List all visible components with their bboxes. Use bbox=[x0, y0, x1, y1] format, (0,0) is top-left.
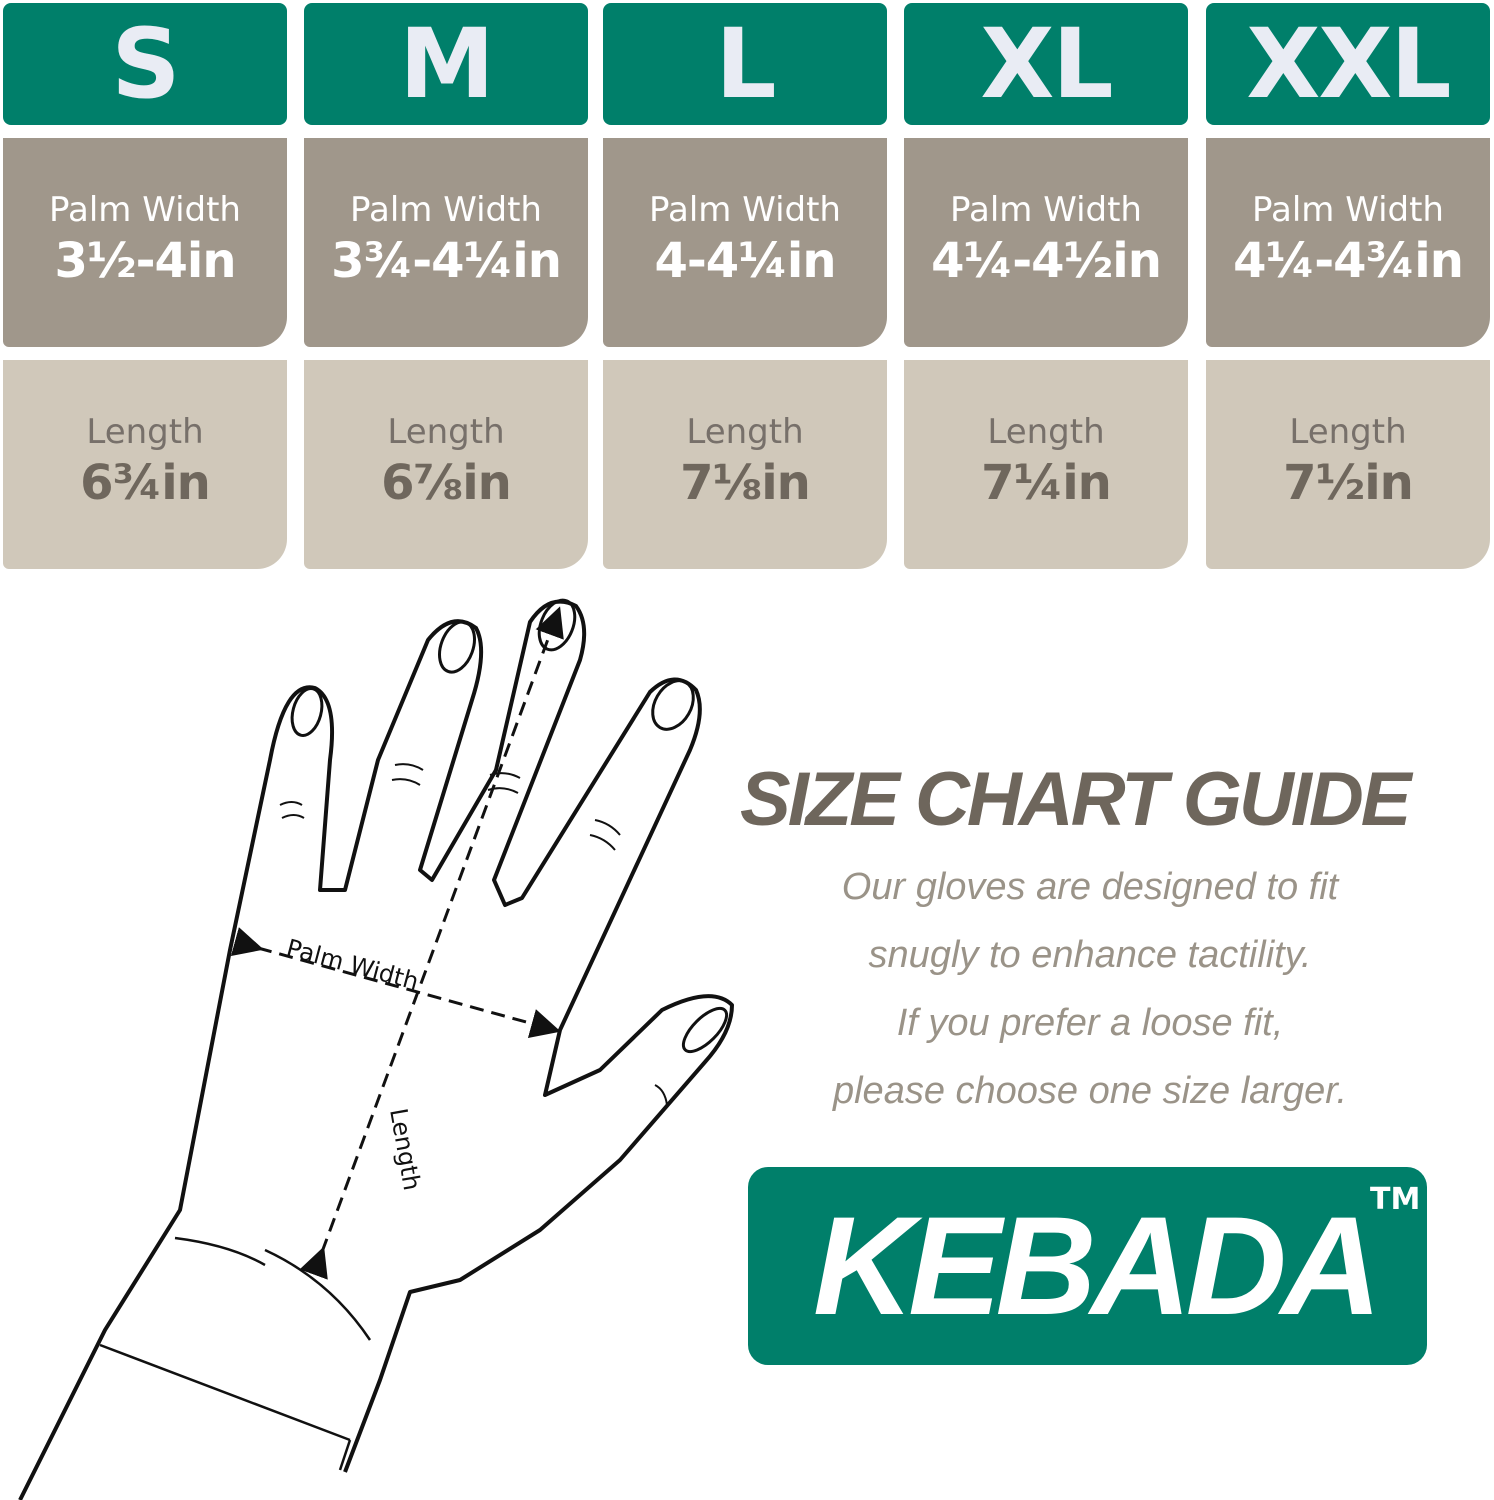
palm-width-label: Palm Width bbox=[283, 934, 421, 996]
guide-line-4: please choose one size larger. bbox=[832, 1070, 1348, 1112]
brand-logo: KEBADA TM bbox=[748, 1167, 1427, 1365]
size-header: L bbox=[603, 3, 887, 125]
size-header: XXL bbox=[1206, 3, 1490, 125]
length-cell: Length 7⅛in bbox=[603, 360, 887, 569]
palm-width-value: 4¼-4¾in bbox=[1233, 233, 1464, 289]
guide-title: SIZE CHART GUIDE bbox=[740, 757, 1411, 842]
length-cell: Length 7¼in bbox=[904, 360, 1188, 569]
length-value: 6¾in bbox=[80, 455, 211, 511]
length-label: Length bbox=[384, 1106, 426, 1192]
palm-width-label: Palm Width bbox=[649, 190, 841, 230]
guide-line-3: If you prefer a loose fit, bbox=[896, 1002, 1284, 1044]
length-label: Length bbox=[387, 412, 505, 452]
palm-width-value: 3¾-4¼in bbox=[331, 233, 562, 289]
length-label: Length bbox=[686, 412, 804, 452]
palm-width-label: Palm Width bbox=[1252, 190, 1444, 230]
size-column-m: M Palm Width 3¾-4¼in Length 6⅞in bbox=[304, 3, 588, 569]
length-arrow bbox=[299, 606, 564, 1280]
brand-name: KEBADA bbox=[813, 1187, 1382, 1344]
hand-diagram: Palm Width Length bbox=[18, 598, 734, 1500]
palm-width-value: 3½-4in bbox=[54, 233, 236, 289]
length-label: Length bbox=[1289, 412, 1407, 452]
size-column-s: S Palm Width 3½-4in Length 6¾in bbox=[3, 3, 287, 569]
size-header: M bbox=[304, 3, 588, 125]
trademark: TM bbox=[1370, 1182, 1421, 1217]
size-column-xl: XL Palm Width 4¼-4½in Length 7¼in bbox=[904, 3, 1188, 569]
palm-width-cell: Palm Width 3¾-4¼in bbox=[304, 138, 588, 347]
length-value: 7⅛in bbox=[680, 455, 811, 511]
palm-width-value: 4-4¼in bbox=[654, 233, 836, 289]
size-header: XL bbox=[904, 3, 1188, 125]
length-cell: Length 6⅞in bbox=[304, 360, 588, 569]
length-label: Length bbox=[86, 412, 204, 452]
palm-width-cell: Palm Width 4¼-4½in bbox=[904, 138, 1188, 347]
palm-width-label: Palm Width bbox=[350, 190, 542, 230]
hand-outline bbox=[18, 599, 734, 1500]
guide-line-1: Our gloves are designed to fit bbox=[841, 866, 1339, 908]
palm-width-label: Palm Width bbox=[950, 190, 1142, 230]
palm-width-value: 4¼-4½in bbox=[931, 233, 1162, 289]
size-header: S bbox=[3, 3, 287, 125]
size-column-l: L Palm Width 4-4¼in Length 7⅛in bbox=[603, 3, 887, 569]
length-value: 7¼in bbox=[981, 455, 1112, 511]
palm-width-cell: Palm Width 4-4¼in bbox=[603, 138, 887, 347]
palm-width-cell: Palm Width 3½-4in bbox=[3, 138, 287, 347]
guide-line-2: snugly to enhance tactility. bbox=[868, 934, 1312, 976]
length-value: 7½in bbox=[1283, 455, 1414, 511]
length-cell: Length 6¾in bbox=[3, 360, 287, 569]
length-cell: Length 7½in bbox=[1206, 360, 1490, 569]
size-column-xxl: XXL Palm Width 4¼-4¾in Length 7½in bbox=[1206, 3, 1490, 569]
palm-width-label: Palm Width bbox=[49, 190, 241, 230]
wrist-lines bbox=[99, 1236, 372, 1471]
fingernails bbox=[290, 598, 729, 1054]
length-label: Length bbox=[987, 412, 1105, 452]
length-value: 6⅞in bbox=[381, 455, 512, 511]
knuckle-lines bbox=[279, 763, 668, 1106]
palm-width-cell: Palm Width 4¼-4¾in bbox=[1206, 138, 1490, 347]
